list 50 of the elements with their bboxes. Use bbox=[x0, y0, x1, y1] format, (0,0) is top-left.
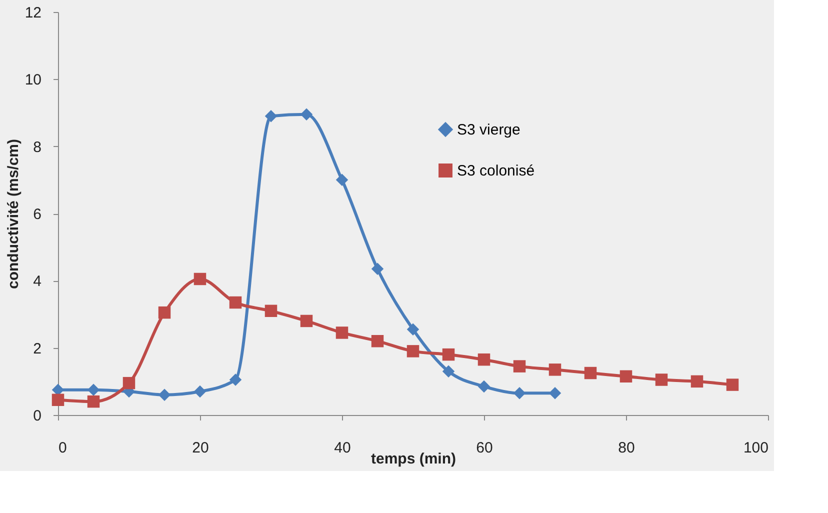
point bbox=[548, 364, 562, 376]
point bbox=[406, 345, 420, 358]
point bbox=[158, 306, 171, 319]
x-tick-label: 40 bbox=[334, 440, 351, 456]
point bbox=[548, 387, 562, 400]
point bbox=[726, 378, 739, 391]
point bbox=[229, 296, 242, 309]
point bbox=[371, 262, 384, 276]
point bbox=[584, 366, 597, 380]
point bbox=[87, 395, 100, 408]
point bbox=[442, 365, 455, 378]
point bbox=[406, 323, 420, 336]
point bbox=[442, 348, 455, 361]
point bbox=[229, 374, 242, 386]
point bbox=[264, 110, 278, 122]
point bbox=[620, 370, 632, 382]
x-tick-label: 20 bbox=[192, 440, 209, 456]
x-tick-label: 60 bbox=[476, 440, 493, 456]
point bbox=[52, 394, 64, 406]
y-tick-label: 12 bbox=[24, 4, 42, 22]
point bbox=[336, 326, 348, 339]
y-tick-label: 0 bbox=[33, 408, 42, 424]
y-tick-label: 10 bbox=[24, 72, 42, 89]
y-axis-title: conductivité (ms/cm) bbox=[4, 138, 22, 290]
point bbox=[371, 334, 384, 348]
point bbox=[194, 272, 206, 286]
point bbox=[478, 353, 490, 366]
point bbox=[336, 174, 348, 186]
y-tick-label: 6 bbox=[33, 206, 42, 223]
point bbox=[513, 387, 526, 400]
point bbox=[690, 375, 704, 388]
point bbox=[158, 388, 171, 401]
point bbox=[122, 376, 136, 390]
y-tick-label: 4 bbox=[33, 273, 42, 290]
point bbox=[194, 385, 206, 398]
point bbox=[300, 314, 313, 328]
legend-label: S3 vierge bbox=[457, 122, 520, 138]
point bbox=[513, 360, 526, 372]
y-tick-label: 2 bbox=[33, 340, 42, 358]
point bbox=[87, 384, 100, 396]
x-axis-title: temps (min) bbox=[370, 450, 456, 468]
x-tick-label: 0 bbox=[58, 440, 67, 456]
y-tick-label: 8 bbox=[33, 138, 42, 156]
point bbox=[655, 374, 668, 386]
x-tick-label: 100 bbox=[743, 440, 768, 456]
legend-label: S3 colonisé bbox=[457, 162, 535, 180]
point bbox=[264, 304, 278, 318]
x-tick-label: 80 bbox=[618, 440, 635, 456]
point bbox=[300, 108, 313, 121]
point bbox=[478, 380, 490, 393]
